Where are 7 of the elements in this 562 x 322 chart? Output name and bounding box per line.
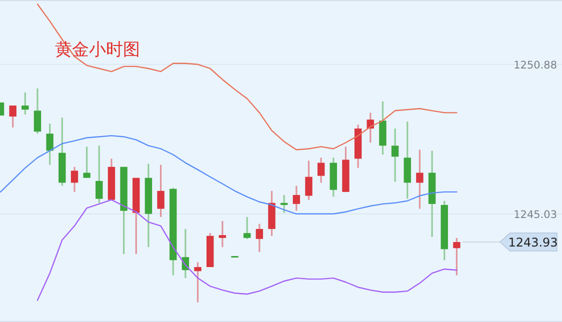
line-series [36, 3, 458, 150]
line-series [0, 135, 458, 214]
ref-line-label: 1243.93 [508, 236, 558, 250]
y-tick-label: 1245.03 [514, 208, 557, 221]
line-series [36, 199, 458, 301]
text: 黄金小时图 [55, 40, 140, 60]
y-tick-label: 1250.88 [514, 59, 557, 72]
